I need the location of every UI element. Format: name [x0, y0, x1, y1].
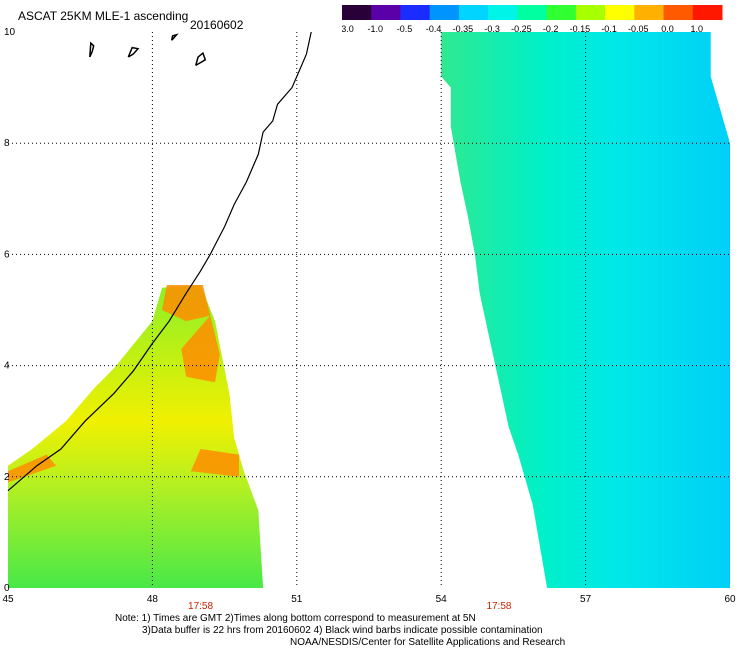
- colorbar-cell-2: [400, 5, 431, 20]
- chart-title: ASCAT 25KM MLE-1 ascending: [18, 9, 189, 23]
- orange-patch-2: [190, 449, 239, 477]
- colorbar-label-4: -0.35: [453, 24, 474, 34]
- orange-patch-3: [8, 454, 57, 483]
- colorbar-cell-1: [371, 5, 401, 20]
- x-tick-51: 51: [291, 594, 303, 605]
- x-tick-60: 60: [724, 594, 736, 605]
- colorbar-cell-11: [663, 5, 694, 20]
- colorbar-label-0: -3.0: [342, 24, 354, 34]
- time-label-0: 17:58: [188, 601, 213, 612]
- colorbar-cell-3: [429, 5, 460, 20]
- x-tick-54: 54: [436, 594, 448, 605]
- y-tick-0: 0: [4, 583, 10, 594]
- orange-patch-1: [181, 315, 220, 383]
- y-tick-8: 8: [4, 138, 10, 149]
- colorbar-label-6: -0.25: [511, 24, 532, 34]
- colorbar-cell-10: [634, 5, 665, 20]
- colorbar-cell-8: [575, 5, 606, 20]
- colorbar-label-12: 1.0: [691, 24, 704, 34]
- colorbar-cell-7: [546, 5, 577, 20]
- swath-right: [441, 32, 730, 588]
- colorbar-label-9: -0.1: [601, 24, 617, 34]
- island-3: [194, 51, 207, 67]
- note-line-3: NOAA/NESDIS/Center for Satellite Applica…: [290, 637, 566, 648]
- y-tick-4: 4: [4, 361, 10, 372]
- colorbar-label-2: -0.5: [397, 24, 413, 34]
- colorbar-label-5: -0.3: [484, 24, 500, 34]
- y-tick-2: 2: [4, 472, 10, 483]
- x-tick-45: 45: [2, 594, 14, 605]
- colorbar-cell-4: [458, 5, 489, 20]
- y-tick-10: 10: [4, 27, 16, 38]
- note-line-1: Note: 1) Times are GMT 2)Times along bot…: [115, 613, 476, 624]
- swath-left: [8, 285, 264, 588]
- colorbar-cell-9: [605, 5, 635, 20]
- colorbar-label-11: 0.0: [661, 24, 674, 34]
- time-label-1: 17:58: [486, 601, 511, 612]
- coastline: [7, 31, 312, 492]
- island-2: [170, 33, 179, 41]
- note-line-2: 3)Data buffer is 22 hrs from 20160602 4)…: [142, 625, 543, 636]
- colorbar-label-10: -0.05: [628, 24, 649, 34]
- colorbar-cell-0: [342, 5, 372, 20]
- colorbar-cell-12: [692, 5, 723, 20]
- colorbar-cell-6: [517, 5, 548, 20]
- chart-date: 20160602: [190, 18, 244, 32]
- island-1: [127, 46, 140, 58]
- y-tick-6: 6: [4, 249, 10, 260]
- colorbar: -3.0-1.0-0.5-0.4-0.35-0.3-0.25-0.2-0.15-…: [342, 5, 723, 34]
- colorbar-label-8: -0.15: [570, 24, 591, 34]
- colorbar-label-3: -0.4: [426, 24, 442, 34]
- colorbar-cell-5: [488, 5, 518, 20]
- island-0: [89, 41, 95, 58]
- colorbar-label-1: -1.0: [367, 24, 383, 34]
- x-tick-57: 57: [580, 594, 592, 605]
- x-tick-48: 48: [147, 594, 159, 605]
- colorbar-label-7: -0.2: [543, 24, 559, 34]
